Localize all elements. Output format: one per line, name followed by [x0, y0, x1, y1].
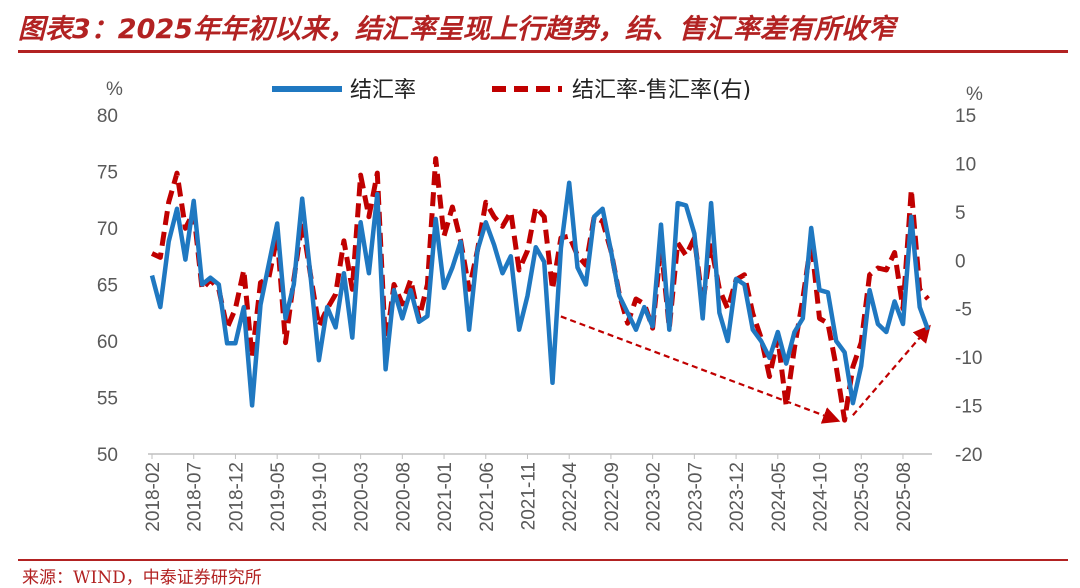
right-axis-unit: % [966, 84, 983, 105]
chart-title: 图表3：2025年年初以来，结汇率呈现上行趋势，结、售汇率差有所收窄 [18, 14, 895, 45]
x-tick-label: 2021-01 [435, 462, 456, 532]
left-tick-label: 65 [97, 276, 118, 297]
right-tick-label: 10 [955, 154, 976, 175]
legend-label-fx-settlement: 结汇率 [350, 78, 416, 103]
left-tick-label: 80 [97, 106, 118, 127]
x-tick-label: 2022-09 [602, 462, 623, 532]
left-tick-label: 60 [97, 332, 118, 353]
x-tick-label: 2020-03 [352, 462, 373, 532]
left-tick-label: 50 [97, 445, 118, 466]
x-tick-label: 2021-06 [477, 462, 498, 532]
right-tick-label: -5 [955, 300, 972, 321]
left-axis-unit: % [106, 79, 123, 100]
x-tick-label: 2019-05 [268, 462, 289, 532]
left-tick-label: 70 [97, 219, 118, 240]
right-tick-label: -20 [955, 445, 982, 466]
right-tick-label: -15 [955, 397, 982, 418]
trend-arrow-down [560, 315, 841, 424]
x-tick-label: 2020-08 [393, 462, 414, 532]
right-tick-label: 5 [955, 203, 966, 224]
title-rule [18, 50, 1068, 53]
x-tick-label: 2021-11 [518, 462, 539, 530]
legend: 结汇率 结汇率-售汇率(右) [272, 78, 751, 103]
right-tick-label: -10 [955, 348, 982, 369]
x-tick-label: 2018-12 [226, 462, 247, 532]
x-tick-label: 2025-03 [852, 462, 873, 532]
x-tick-label: 2018-07 [185, 462, 206, 532]
x-tick-label: 2023-12 [727, 462, 748, 532]
x-tick-label: 2023-07 [685, 462, 706, 532]
x-tick-label: 2025-08 [894, 462, 915, 532]
left-tick-label: 75 [97, 163, 118, 184]
x-tick-label: 2024-10 [811, 462, 832, 532]
left-tick-label: 55 [97, 389, 118, 410]
x-tick-label: 2018-02 [143, 462, 164, 532]
series-line-settlement-sales-diff [150, 156, 930, 423]
x-tick-label: 2024-05 [769, 462, 790, 532]
x-tick-label: 2022-04 [560, 462, 581, 532]
source-rule [18, 559, 1068, 561]
right-tick-label: 0 [955, 251, 966, 272]
series-line-fx-settlement [149, 180, 931, 408]
source-note: 来源：WIND，中泰证券研究所 [22, 568, 262, 588]
x-tick-label: 2023-02 [644, 462, 665, 532]
x-tick-label: 2019-10 [310, 462, 331, 532]
legend-label-settlement-sales-diff: 结汇率-售汇率(右) [572, 78, 751, 103]
trend-arrow-up [852, 324, 931, 416]
right-tick-label: 15 [955, 106, 976, 127]
